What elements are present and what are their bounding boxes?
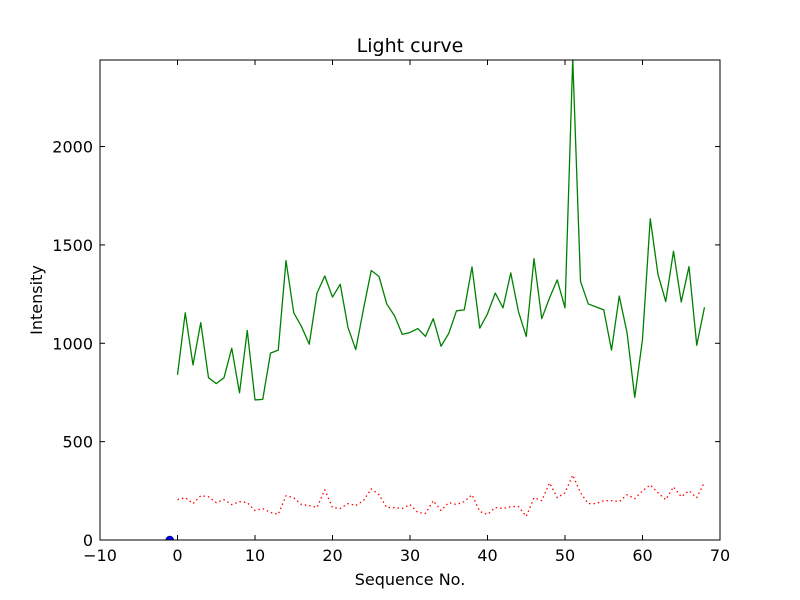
series-0-line [176,60,706,401]
x-axis-label: Sequence No. [355,570,466,589]
chart-title: Light curve [357,35,464,57]
x-tick-label: 0 [172,546,182,565]
y-tick-label: 500 [62,433,93,452]
series-1-line [177,474,706,518]
y-tick-label: 1000 [52,334,93,353]
series-group [165,60,706,540]
series-2-point [165,535,174,540]
y-tick-label: 2000 [52,138,93,157]
x-tick-label: 50 [555,546,575,565]
plot-area [165,60,706,540]
y-tick-label: 1500 [52,236,93,255]
x-tick-label: 70 [710,546,730,565]
x-tick-label: 60 [632,546,652,565]
y-tick-label: 0 [83,531,93,550]
x-tick-label: 30 [400,546,420,565]
x-tick-label: 10 [245,546,265,565]
x-tick-label: 40 [477,546,497,565]
y-axis-label: Intensity [27,265,46,335]
x-tick-label: 20 [322,546,342,565]
x-tick-label: −10 [83,546,117,565]
